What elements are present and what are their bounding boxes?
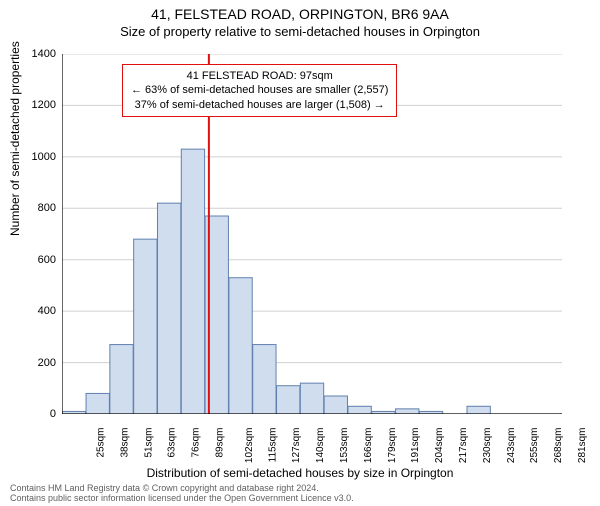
x-tick-label: 191sqm: [411, 428, 422, 464]
x-tick-label: 38sqm: [119, 428, 130, 458]
y-axis-label: Number of semi-detached properties: [8, 41, 22, 236]
x-tick-label: 25sqm: [95, 428, 106, 458]
x-tick-label: 102sqm: [244, 428, 255, 464]
y-tick-label: 800: [26, 202, 56, 214]
x-tick-label: 230sqm: [482, 428, 493, 464]
y-tick-label: 200: [26, 357, 56, 369]
x-tick-label: 255sqm: [530, 428, 541, 464]
info-line-2: ← 63% of semi-detached houses are smalle…: [131, 83, 388, 97]
y-tick-label: 1400: [26, 48, 56, 60]
credits: Contains HM Land Registry data © Crown c…: [10, 484, 354, 504]
y-tick-label: 0: [26, 408, 56, 420]
chart-area: 0200400600800100012001400 25sqm38sqm51sq…: [62, 54, 562, 414]
y-tick-label: 400: [26, 305, 56, 317]
x-tick-label: 153sqm: [339, 428, 350, 464]
x-tick-label: 204sqm: [434, 428, 445, 464]
x-tick-label: 166sqm: [363, 428, 374, 464]
x-tick-label: 115sqm: [267, 428, 278, 463]
x-tick-label: 127sqm: [291, 428, 302, 464]
x-tick-label: 243sqm: [506, 428, 517, 464]
x-tick-label: 140sqm: [315, 428, 326, 464]
info-line-3: 37% of semi-detached houses are larger (…: [131, 98, 388, 112]
x-tick-label: 179sqm: [387, 428, 398, 464]
info-box: 41 FELSTEAD ROAD: 97sqm ← 63% of semi-de…: [122, 64, 397, 117]
x-axis-label: Distribution of semi-detached houses by …: [0, 466, 600, 480]
chart-subtitle: Size of property relative to semi-detach…: [0, 24, 600, 39]
x-tick-label: 51sqm: [143, 428, 154, 458]
y-tick-label: 1200: [26, 99, 56, 111]
x-tick-label: 281sqm: [577, 428, 588, 464]
x-tick-label: 217sqm: [458, 428, 469, 464]
credits-line-2: Contains public sector information licen…: [10, 494, 354, 504]
x-tick-label: 76sqm: [191, 428, 202, 458]
x-tick-label: 268sqm: [553, 428, 564, 464]
x-tick-label: 63sqm: [167, 428, 178, 458]
info-line-1: 41 FELSTEAD ROAD: 97sqm: [131, 69, 388, 83]
x-tick-label: 89sqm: [214, 428, 225, 458]
chart-title: 41, FELSTEAD ROAD, ORPINGTON, BR6 9AA: [0, 6, 600, 22]
y-tick-label: 600: [26, 254, 56, 266]
y-tick-label: 1000: [26, 151, 56, 163]
